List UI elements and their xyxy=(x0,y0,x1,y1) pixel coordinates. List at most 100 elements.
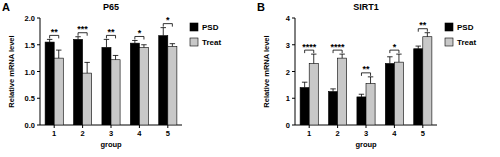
bar xyxy=(159,36,168,125)
y-tick-label: 0.5 xyxy=(25,94,35,103)
error-line xyxy=(49,39,50,42)
bar xyxy=(329,92,338,125)
bars xyxy=(45,28,177,125)
x-tick xyxy=(337,125,338,128)
error-bar xyxy=(396,54,401,62)
x-label: group xyxy=(355,140,377,149)
x-tick xyxy=(366,125,367,128)
x-tick xyxy=(54,125,55,128)
significance-label: *** xyxy=(77,24,88,34)
x-tick-label: 2 xyxy=(336,129,340,138)
legend-label: Treat xyxy=(202,38,221,47)
figure: AP65Relative mRNA level0.00.51.01.52.012… xyxy=(0,0,500,157)
significance-label: ** xyxy=(51,27,59,37)
y-tick-label: 4 xyxy=(286,14,291,23)
significance-label: * xyxy=(166,15,170,25)
y-tick xyxy=(37,125,40,126)
y-tick-label: 2.0 xyxy=(25,14,35,23)
bar xyxy=(139,47,148,125)
bar xyxy=(111,60,120,125)
bar xyxy=(357,97,366,125)
legend-swatch xyxy=(190,23,198,31)
y-tick xyxy=(37,44,40,45)
bar xyxy=(300,88,309,125)
x-tick xyxy=(167,125,168,128)
x-tick-label: 3 xyxy=(364,129,368,138)
x-tick-label: 4 xyxy=(392,129,397,138)
panel-label: B xyxy=(257,1,265,13)
error-cap xyxy=(330,88,335,89)
y-label: Relative mRNA level xyxy=(7,35,16,107)
error-bar xyxy=(104,39,109,47)
x-tick-label: 3 xyxy=(109,129,113,138)
y-tick xyxy=(292,71,295,72)
error-cap xyxy=(368,76,373,77)
error-bar xyxy=(75,37,80,40)
error-cap xyxy=(132,40,137,41)
y-tick-label: 0 xyxy=(286,121,290,130)
x-tick xyxy=(394,125,395,128)
legend-swatch xyxy=(445,38,453,46)
error-cap xyxy=(311,54,316,55)
y-tick xyxy=(292,125,295,126)
error-line xyxy=(342,54,343,58)
x-tick xyxy=(111,125,112,128)
error-bar xyxy=(141,45,146,48)
error-line xyxy=(115,55,116,59)
error-line xyxy=(172,44,173,47)
x-tick-label: 5 xyxy=(166,129,170,138)
error-bar xyxy=(161,28,166,36)
error-bar xyxy=(302,82,307,87)
error-bar xyxy=(132,40,137,43)
error-cap xyxy=(75,36,80,37)
bar xyxy=(385,63,394,125)
error-bar xyxy=(387,57,392,64)
bar xyxy=(309,63,318,125)
error-line xyxy=(304,82,305,87)
bar xyxy=(394,62,403,125)
error-cap xyxy=(396,54,401,55)
y-tick xyxy=(37,18,40,19)
error-cap xyxy=(339,54,344,55)
bar xyxy=(414,49,423,125)
significance-label: ** xyxy=(107,27,115,37)
x-tick xyxy=(309,125,310,128)
y-tick-label: 3 xyxy=(286,41,290,50)
error-bar xyxy=(56,50,61,58)
error-cap xyxy=(425,32,430,33)
error-line xyxy=(370,77,371,84)
x-tick xyxy=(139,125,140,128)
error-cap xyxy=(47,39,52,40)
panel: AP65Relative mRNA level0.00.51.01.52.012… xyxy=(2,1,221,149)
legend-label: PSD xyxy=(457,23,474,32)
title: SIRT1 xyxy=(353,2,379,12)
y-tick-label: 0.0 xyxy=(25,121,35,130)
error-line xyxy=(78,37,79,40)
bar xyxy=(83,73,92,125)
error-line xyxy=(398,54,399,62)
error-bar xyxy=(330,89,335,92)
significance-label: ** xyxy=(419,20,427,30)
bar xyxy=(423,37,432,125)
bar xyxy=(54,58,63,125)
y-tick xyxy=(37,98,40,99)
error-bar xyxy=(425,33,430,37)
y-tick xyxy=(292,98,295,99)
error-cap xyxy=(416,46,421,47)
error-cap xyxy=(113,55,118,56)
bar xyxy=(366,84,375,125)
y-tick xyxy=(37,71,40,72)
error-cap xyxy=(302,82,307,83)
legend-label: Treat xyxy=(457,38,476,47)
x-tick-label: 1 xyxy=(307,129,311,138)
error-bar xyxy=(113,55,118,59)
legend-swatch xyxy=(190,38,198,46)
error-bar xyxy=(359,94,364,97)
x-label: group xyxy=(100,140,122,149)
error-line xyxy=(313,54,314,63)
y-tick xyxy=(292,18,295,19)
error-cap xyxy=(104,39,109,40)
error-cap xyxy=(161,27,166,28)
error-line xyxy=(418,46,419,49)
error-line xyxy=(87,62,88,73)
